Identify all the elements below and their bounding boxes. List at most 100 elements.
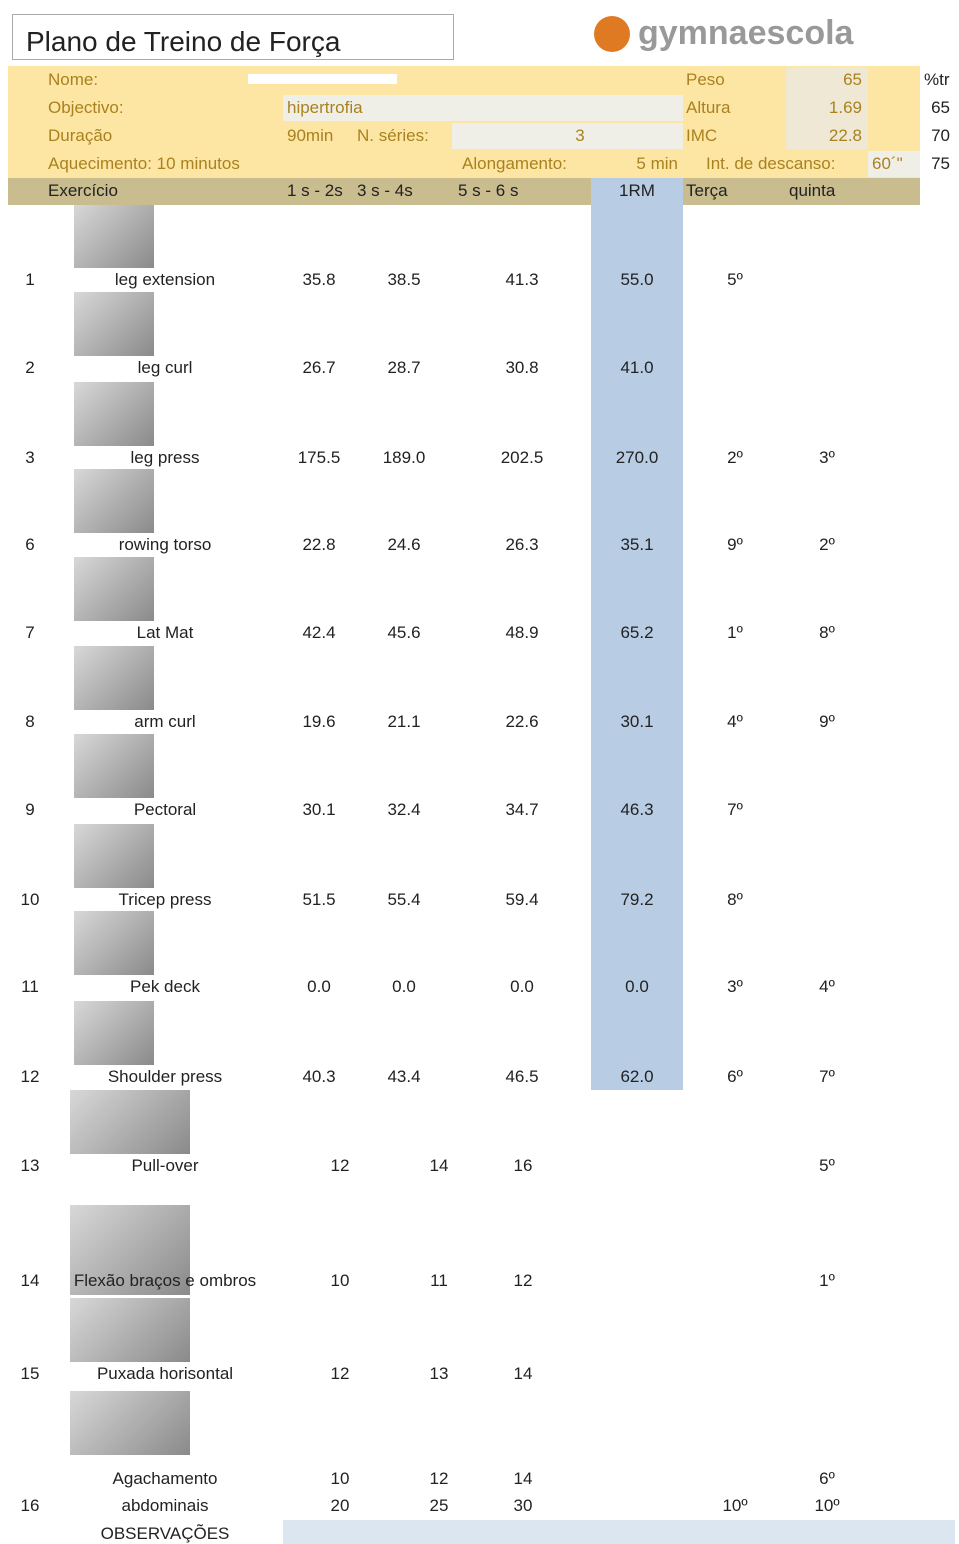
cell: 46.5 xyxy=(505,1067,539,1086)
cell: 1º xyxy=(727,623,743,642)
cell: 12 xyxy=(330,1364,350,1383)
exercise-name: abdominais xyxy=(121,1496,209,1515)
cell: 12 xyxy=(330,1156,350,1175)
cell: 9º xyxy=(727,535,743,554)
exercise-image xyxy=(70,1090,190,1154)
cell: 26.7 xyxy=(302,358,336,377)
cell: 7º xyxy=(819,1067,835,1086)
cell: 55.4 xyxy=(387,890,421,909)
row-number: 10 xyxy=(20,890,40,909)
cell: 11 xyxy=(430,1271,448,1290)
row-number: 14 xyxy=(20,1271,40,1290)
cell: 5º xyxy=(819,1156,835,1175)
label: Nome: xyxy=(48,70,99,89)
cell: 34.7 xyxy=(505,800,539,819)
label: Objectivo: xyxy=(48,98,124,117)
row-number: 15 xyxy=(20,1364,40,1383)
exercise-name: arm curl xyxy=(134,712,196,731)
cell: 45.6 xyxy=(387,623,421,642)
value: 1.69 xyxy=(828,98,862,117)
column-header: Exercício xyxy=(48,181,118,200)
cell: 10º xyxy=(722,1496,748,1515)
cell: 6º xyxy=(819,1469,835,1488)
cell: 7º xyxy=(727,800,743,819)
cell: 55.0 xyxy=(620,270,654,289)
cell: 22.6 xyxy=(505,712,539,731)
cell: 270.0 xyxy=(615,448,659,467)
cell: 8º xyxy=(819,623,835,642)
cell: 12 xyxy=(429,1469,449,1488)
cell: 3º xyxy=(819,448,835,467)
metrics-box xyxy=(786,67,868,149)
value: hipertrofia xyxy=(287,98,363,117)
cell: 38.5 xyxy=(387,270,421,289)
column-header: 1 s - 2s xyxy=(287,181,343,200)
cell: 8º xyxy=(727,890,743,909)
exercise-name: leg extension xyxy=(114,270,216,289)
cell: 9º xyxy=(819,712,835,731)
label: Peso xyxy=(686,70,725,89)
title-box xyxy=(12,14,454,60)
logo-icon xyxy=(594,16,630,52)
column-header: Terça xyxy=(686,181,728,200)
value: 65 xyxy=(843,70,862,89)
exercise-image xyxy=(70,1391,190,1455)
column-header: quinta xyxy=(789,181,836,200)
exercise-image xyxy=(74,382,154,446)
column-header: 1RM xyxy=(619,181,655,200)
exercise-name: Puxada horisontal xyxy=(96,1364,234,1383)
cell: 0.0 xyxy=(510,977,534,996)
observations-label: OBSERVAÇÕES xyxy=(100,1524,230,1543)
label: IMC xyxy=(686,126,718,145)
label: Alongamento: xyxy=(462,154,567,173)
cell: 30.1 xyxy=(302,800,336,819)
cell: 62.0 xyxy=(620,1067,654,1086)
cell: 42.4 xyxy=(302,623,336,642)
exercise-image xyxy=(74,292,154,356)
cell: 14 xyxy=(513,1469,533,1488)
cell: 4º xyxy=(727,712,743,731)
row-number: 11 xyxy=(21,977,39,996)
exercise-name: Flexão braços e ombros xyxy=(73,1271,257,1290)
cell: 3º xyxy=(727,977,743,996)
exercise-image xyxy=(74,911,154,975)
percent: 75 xyxy=(931,154,950,173)
cell: 175.5 xyxy=(297,448,341,467)
cell: 10 xyxy=(330,1469,350,1488)
row-number: 6 xyxy=(25,535,35,554)
cell: 26.3 xyxy=(505,535,539,554)
cell: 35.8 xyxy=(302,270,336,289)
cell: 51.5 xyxy=(302,890,336,909)
label: Int. de descanso: xyxy=(706,154,836,173)
cell: 32.4 xyxy=(387,800,421,819)
value: 90min xyxy=(287,126,334,145)
cell: 189.0 xyxy=(382,448,426,467)
rm-column xyxy=(591,178,683,1090)
column-header: 5 s - 6 s xyxy=(458,181,519,200)
cell: 0.0 xyxy=(625,977,649,996)
observations-box xyxy=(283,1520,955,1544)
cell: 14 xyxy=(429,1156,449,1175)
cell: 1º xyxy=(819,1271,835,1290)
row-number: 9 xyxy=(25,800,35,819)
cell: 202.5 xyxy=(500,448,544,467)
exercise-image xyxy=(74,557,154,621)
cell: 46.3 xyxy=(620,800,654,819)
value: Aquecimento: 10 minutos xyxy=(48,154,240,173)
exercise-name: rowing torso xyxy=(118,535,212,554)
name-mask xyxy=(248,74,397,84)
series-box xyxy=(452,123,683,149)
row-number: 7 xyxy=(25,623,35,642)
cell: 30.1 xyxy=(620,712,654,731)
row-number: 1 xyxy=(25,270,35,289)
cell: 2º xyxy=(819,535,835,554)
cell: 41.0 xyxy=(620,358,654,377)
label: Duração xyxy=(48,126,113,145)
percent: 70 xyxy=(931,126,950,145)
cell: 5º xyxy=(727,270,743,289)
exercise-image xyxy=(74,204,154,268)
exercise-name: leg curl xyxy=(137,358,193,377)
column-header: 3 s - 4s xyxy=(357,181,413,200)
exercise-image xyxy=(74,824,154,888)
